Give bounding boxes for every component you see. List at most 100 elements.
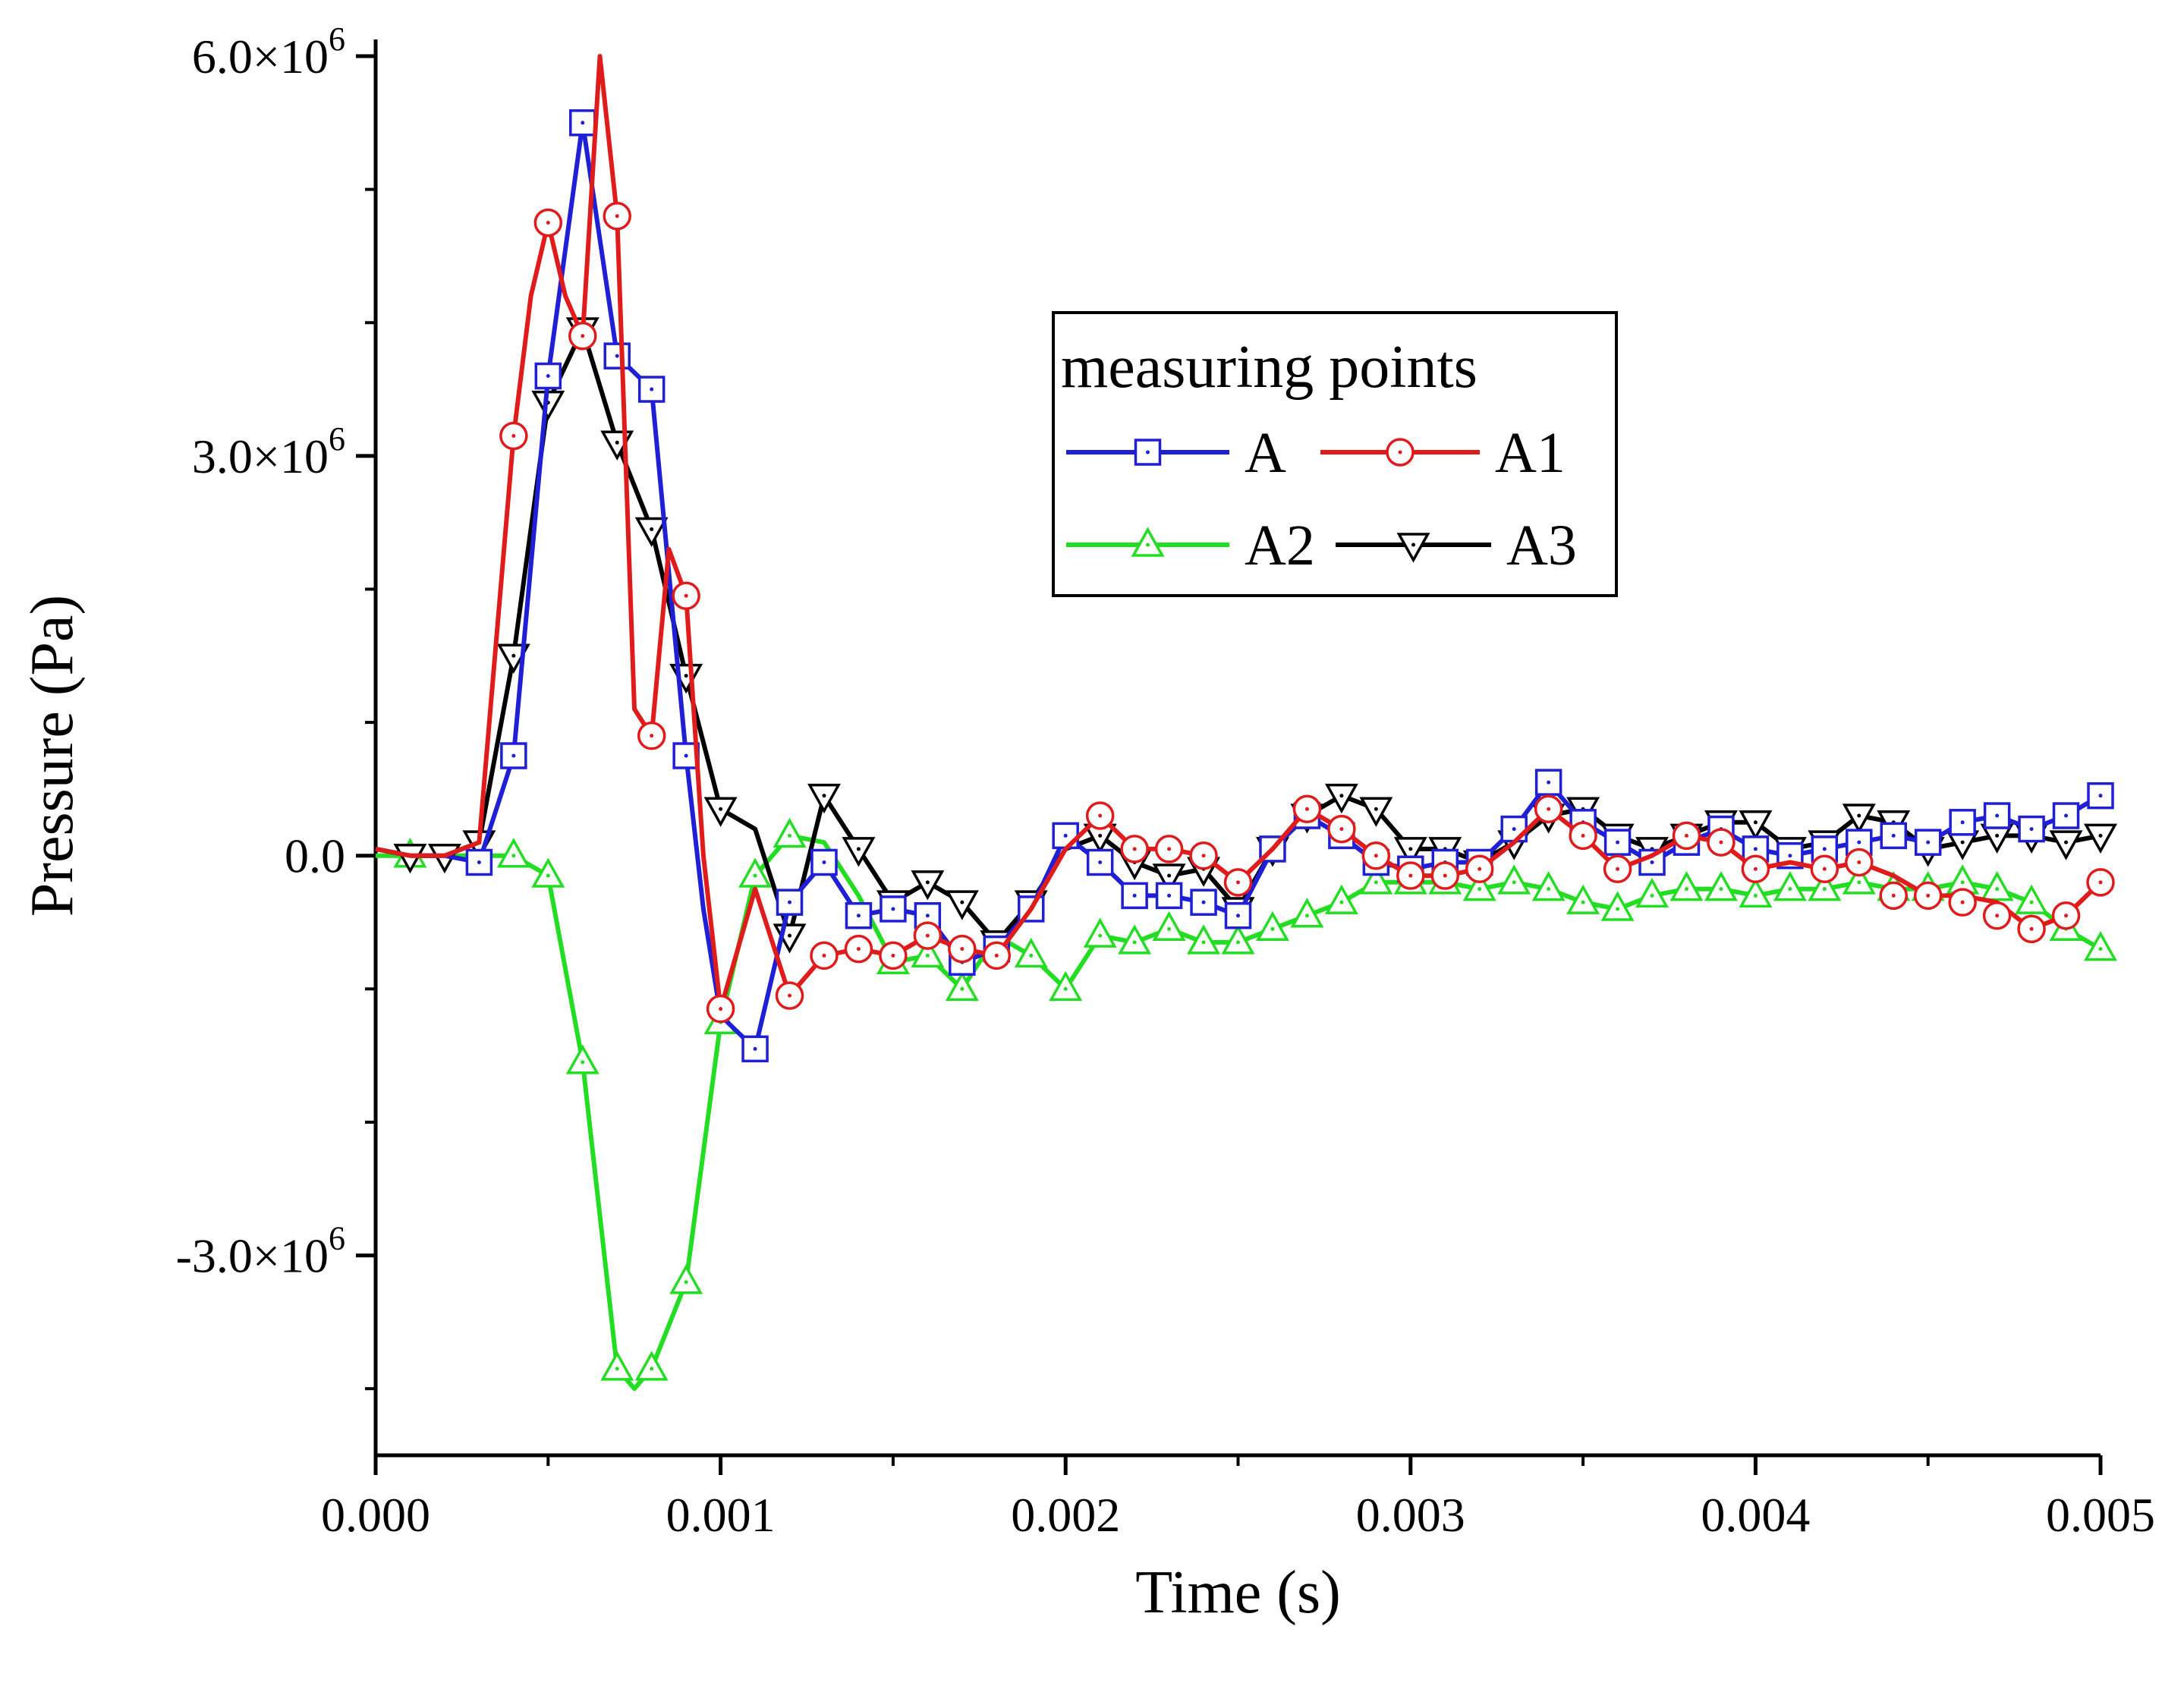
marker-center bbox=[581, 1060, 585, 1065]
marker-center bbox=[1857, 880, 1861, 885]
marker-center bbox=[546, 221, 550, 225]
marker-center bbox=[1398, 450, 1402, 454]
data-point-A1 bbox=[1120, 835, 1149, 863]
data-point-A1 bbox=[499, 421, 528, 451]
data-point-A bbox=[1052, 822, 1079, 850]
data-point-A bbox=[2018, 815, 2045, 843]
data-point-A1 bbox=[1223, 868, 1253, 897]
marker-shape bbox=[496, 838, 530, 868]
data-point-A2 bbox=[1600, 891, 1635, 921]
marker-center bbox=[1719, 887, 1723, 892]
marker-center bbox=[1547, 807, 1551, 811]
marker-center bbox=[1339, 900, 1344, 904]
y-axis-title: Pressure (Pa) bbox=[19, 595, 86, 917]
legend-label: A1 bbox=[1495, 421, 1566, 485]
data-point-A2 bbox=[1187, 924, 1221, 955]
marker-center bbox=[1339, 827, 1344, 832]
marker-center bbox=[1891, 833, 1896, 838]
marker-center bbox=[1512, 827, 1516, 832]
data-point-A1 bbox=[810, 941, 839, 970]
marker-center bbox=[615, 440, 619, 445]
marker-shape bbox=[1980, 871, 2014, 901]
data-point-A bbox=[603, 342, 631, 370]
data-point-A1 bbox=[1361, 841, 1391, 870]
marker-center bbox=[1753, 867, 1758, 871]
data-point-A1 bbox=[1327, 814, 1356, 844]
marker-shape bbox=[1083, 917, 1117, 948]
marker-center bbox=[2064, 813, 2069, 818]
data-point-A3 bbox=[1152, 863, 1186, 894]
data-point-A bbox=[569, 109, 596, 137]
data-point-A1 bbox=[1672, 821, 1701, 851]
marker-shape bbox=[600, 1351, 634, 1381]
marker-shape bbox=[1773, 871, 1807, 901]
marker-center bbox=[1201, 940, 1206, 945]
marker-center bbox=[1236, 940, 1240, 945]
marker-center bbox=[1063, 986, 1068, 991]
data-point-A3 bbox=[945, 890, 979, 920]
marker-shape bbox=[1131, 527, 1165, 557]
data-point-A2 bbox=[1221, 924, 1255, 955]
data-point-A bbox=[637, 376, 666, 403]
data-point-A1 bbox=[1948, 888, 1977, 917]
marker-center bbox=[581, 121, 585, 125]
data-point-A bbox=[465, 848, 493, 876]
marker-center bbox=[2029, 900, 2034, 904]
marker-center bbox=[1684, 887, 1688, 892]
legend-item-A2: A2 bbox=[1066, 514, 1315, 577]
marker-center bbox=[1926, 840, 1931, 844]
data-point-A1 bbox=[637, 721, 666, 750]
marker-center bbox=[891, 907, 895, 911]
marker-center bbox=[1788, 854, 1792, 858]
marker-shape bbox=[1842, 864, 1876, 895]
marker-center bbox=[1408, 847, 1413, 851]
data-point-A1 bbox=[948, 934, 977, 964]
marker-center bbox=[753, 873, 757, 878]
marker-shape bbox=[773, 817, 807, 848]
marker-shape bbox=[1118, 924, 1152, 955]
marker-center bbox=[1650, 860, 1654, 864]
data-point-A2 bbox=[773, 817, 807, 848]
data-point-A bbox=[880, 895, 907, 923]
marker-center bbox=[684, 753, 688, 758]
marker-center bbox=[1132, 847, 1137, 851]
marker-center bbox=[684, 593, 688, 598]
legend-label: A3 bbox=[1506, 514, 1577, 577]
data-point-A3 bbox=[1324, 783, 1358, 814]
marker-center bbox=[856, 947, 861, 951]
data-point-A2 bbox=[1049, 970, 1083, 1002]
data-point-A bbox=[1742, 835, 1770, 863]
data-point-A1 bbox=[568, 322, 597, 351]
data-point-A2 bbox=[1773, 871, 1807, 901]
marker-shape bbox=[738, 857, 773, 888]
marker-center bbox=[1616, 907, 1620, 911]
marker-center bbox=[822, 860, 826, 864]
y-tick-mantissa: -3.0×10 bbox=[176, 1229, 329, 1283]
marker-center bbox=[2098, 880, 2103, 885]
marker-center bbox=[925, 880, 930, 885]
marker-center bbox=[1098, 833, 1103, 838]
data-point-A2 bbox=[531, 857, 565, 888]
data-point-A2 bbox=[565, 1044, 599, 1074]
marker-shape bbox=[1393, 837, 1427, 867]
data-point-A bbox=[1914, 829, 1942, 856]
marker-center bbox=[615, 214, 619, 219]
y-tick-mantissa: 0.0 bbox=[285, 829, 345, 883]
data-point-A bbox=[845, 901, 873, 929]
marker-center bbox=[1995, 887, 2000, 892]
marker-shape bbox=[1462, 871, 1496, 901]
marker-center bbox=[1339, 794, 1344, 798]
marker-center bbox=[511, 653, 516, 658]
data-point-A bbox=[2087, 782, 2114, 810]
marker-center bbox=[1995, 914, 2000, 918]
data-point-A1 bbox=[913, 921, 943, 950]
marker-center bbox=[1374, 854, 1378, 858]
data-point-A1 bbox=[2086, 868, 2115, 897]
data-point-A bbox=[1500, 815, 1528, 843]
marker-center bbox=[1960, 880, 1965, 885]
data-point-A bbox=[1603, 829, 1632, 856]
marker-shape bbox=[669, 1264, 703, 1294]
marker-center bbox=[1478, 887, 1482, 892]
marker-center bbox=[1822, 847, 1827, 851]
data-point-A2 bbox=[1118, 924, 1152, 955]
